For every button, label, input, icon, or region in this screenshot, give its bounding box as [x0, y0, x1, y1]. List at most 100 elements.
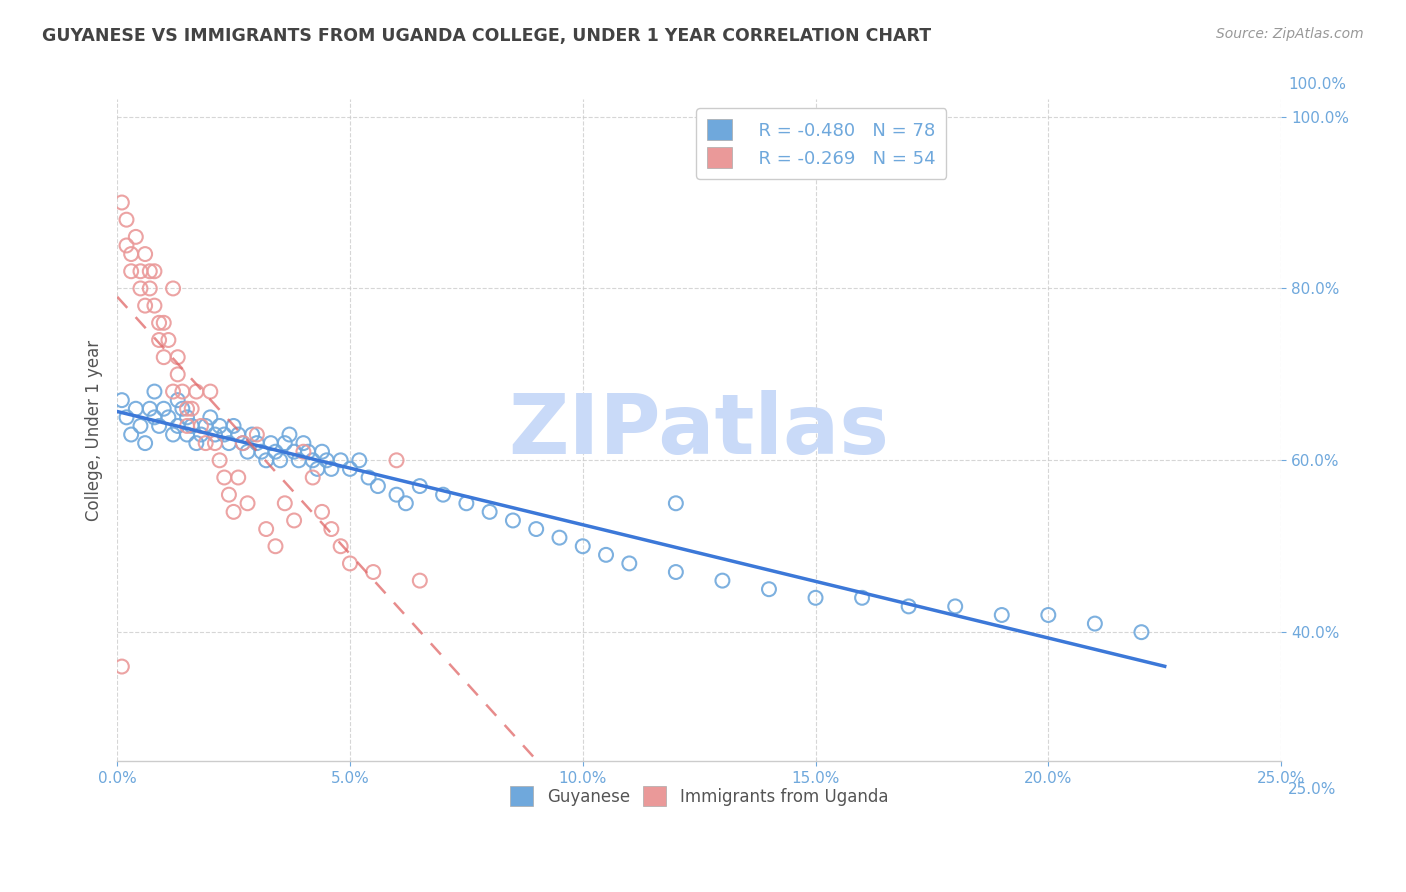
Point	[162, 281, 184, 295]
Point	[349, 453, 371, 467]
Point	[236, 444, 259, 458]
Point	[139, 281, 162, 295]
Point	[571, 539, 593, 553]
Point	[321, 462, 343, 476]
Point	[172, 384, 194, 399]
Point	[292, 444, 315, 458]
Point	[432, 488, 454, 502]
Point	[129, 281, 152, 295]
Point	[595, 548, 617, 562]
Point	[478, 505, 501, 519]
Point	[176, 427, 198, 442]
Point	[157, 410, 180, 425]
Point	[254, 453, 277, 467]
Point	[125, 401, 148, 416]
Point	[851, 591, 873, 605]
Point	[200, 384, 222, 399]
Point	[186, 384, 208, 399]
Point	[172, 401, 194, 416]
Point	[619, 557, 641, 571]
Point	[339, 557, 361, 571]
Point	[148, 333, 170, 347]
Point	[269, 453, 291, 467]
Point	[148, 419, 170, 434]
Point	[129, 419, 152, 434]
Point	[222, 505, 245, 519]
Point	[208, 419, 231, 434]
Point	[278, 427, 301, 442]
Point	[180, 419, 202, 434]
Text: GUYANESE VS IMMIGRANTS FROM UGANDA COLLEGE, UNDER 1 YEAR CORRELATION CHART: GUYANESE VS IMMIGRANTS FROM UGANDA COLLE…	[42, 27, 931, 45]
Point	[307, 462, 329, 476]
Point	[232, 436, 254, 450]
Point	[176, 401, 198, 416]
Point	[943, 599, 966, 614]
Point	[166, 419, 188, 434]
Point	[260, 436, 283, 450]
Point	[502, 513, 524, 527]
Point	[395, 496, 418, 510]
Point	[367, 479, 389, 493]
Point	[162, 427, 184, 442]
Point	[200, 410, 222, 425]
Y-axis label: College, Under 1 year: College, Under 1 year	[86, 340, 103, 521]
Point	[311, 505, 333, 519]
Point	[166, 368, 188, 382]
Point	[274, 436, 297, 450]
Point	[152, 350, 174, 364]
Point	[176, 410, 198, 425]
Point	[758, 582, 780, 597]
Point	[357, 470, 380, 484]
Point	[297, 444, 319, 458]
Point	[361, 565, 384, 579]
Point	[134, 436, 156, 450]
Point	[329, 453, 352, 467]
Point	[180, 401, 202, 416]
Point	[250, 444, 273, 458]
Point	[120, 427, 142, 442]
Point	[125, 230, 148, 244]
Text: Source: ZipAtlas.com: Source: ZipAtlas.com	[1216, 27, 1364, 41]
Point	[162, 384, 184, 399]
Point	[301, 470, 323, 484]
Point	[665, 565, 688, 579]
Point	[214, 427, 236, 442]
Point	[134, 299, 156, 313]
Point	[1038, 607, 1060, 622]
Point	[204, 436, 226, 450]
Point	[315, 453, 337, 467]
Point	[283, 444, 305, 458]
Point	[190, 419, 212, 434]
Point	[329, 539, 352, 553]
Point	[385, 488, 408, 502]
Point	[264, 444, 287, 458]
Point	[222, 419, 245, 434]
Point	[143, 264, 166, 278]
Point	[115, 410, 138, 425]
Point	[152, 316, 174, 330]
Point	[665, 496, 688, 510]
Point	[157, 333, 180, 347]
Point	[232, 436, 254, 450]
Point	[274, 496, 297, 510]
Point	[385, 453, 408, 467]
Point	[226, 470, 249, 484]
Point	[134, 247, 156, 261]
Legend: Guyanese, Immigrants from Uganda: Guyanese, Immigrants from Uganda	[503, 780, 896, 813]
Point	[129, 264, 152, 278]
Point	[311, 444, 333, 458]
Point	[524, 522, 547, 536]
Point	[321, 522, 343, 536]
Point	[143, 384, 166, 399]
Text: ZIPatlas: ZIPatlas	[509, 390, 890, 471]
Point	[143, 299, 166, 313]
Point	[143, 410, 166, 425]
Point	[208, 453, 231, 467]
Point	[339, 462, 361, 476]
Point	[1130, 625, 1153, 640]
Point	[111, 659, 134, 673]
Point	[218, 436, 240, 450]
Text: 25.0%: 25.0%	[1288, 782, 1337, 797]
Point	[176, 419, 198, 434]
Point	[115, 212, 138, 227]
